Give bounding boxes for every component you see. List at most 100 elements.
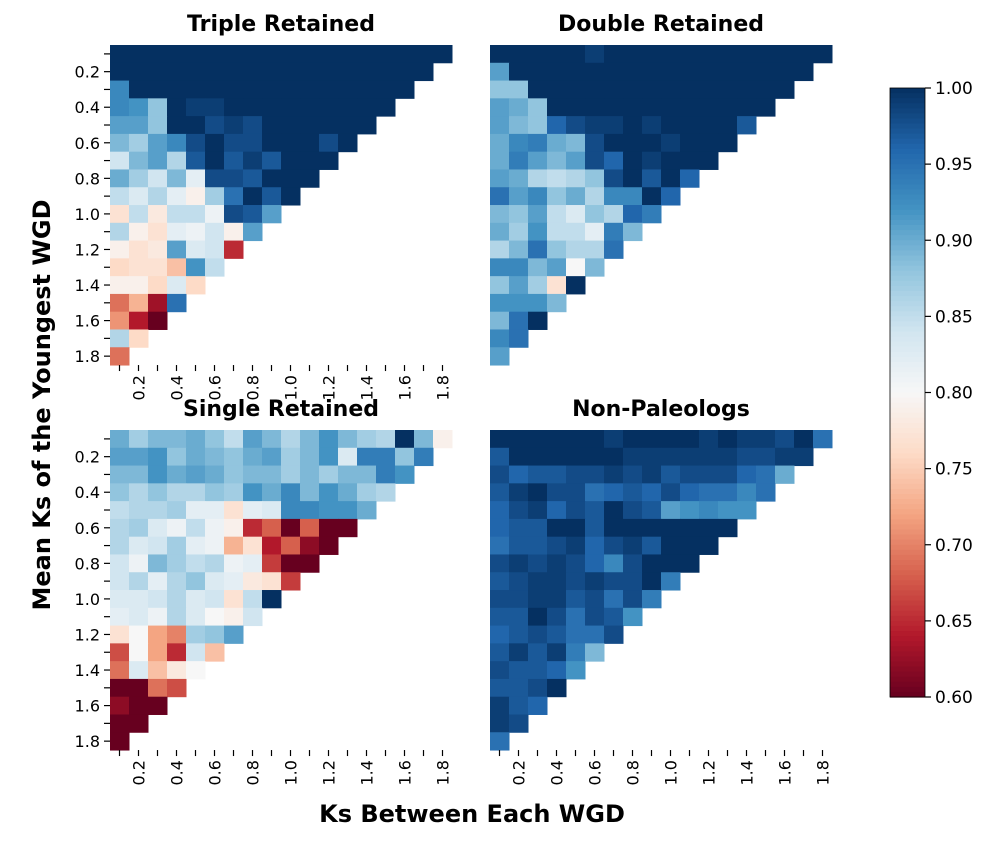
heatmap-cell	[129, 62, 149, 82]
heatmap-cell	[243, 572, 263, 591]
colorbar-tick-label: 0.60	[935, 688, 973, 708]
x-tick-label: 0.8	[244, 760, 263, 785]
heatmap-cell	[775, 447, 795, 467]
heatmap-cell	[186, 169, 206, 188]
heatmap-cell	[300, 447, 320, 467]
heatmap-cell	[699, 45, 719, 64]
heatmap-cell	[775, 80, 795, 99]
heatmap-cell	[205, 643, 225, 662]
heatmap-cell	[566, 98, 586, 117]
heatmap-cell	[148, 80, 168, 99]
heatmap-cell	[585, 554, 605, 573]
x-tick-label: 1.0	[662, 760, 681, 785]
heatmap-cell	[490, 572, 510, 591]
heatmap-cell	[148, 518, 168, 538]
heatmap-cell	[661, 133, 681, 153]
heatmap-cell	[490, 643, 510, 662]
heatmap-cell	[623, 572, 643, 591]
heatmap-cell	[167, 430, 187, 449]
heatmap-cell	[300, 62, 320, 82]
heatmap-cell	[737, 62, 757, 82]
heatmap-cell	[547, 678, 567, 698]
heatmap-cell	[585, 536, 605, 555]
heatmap-cell	[205, 116, 225, 135]
colorbar-segment	[890, 453, 925, 460]
heatmap-cell	[224, 430, 244, 449]
colorbar-segment	[890, 204, 925, 211]
colorbar-tick-label: 0.90	[935, 231, 973, 251]
colorbar-segment	[890, 113, 925, 120]
heatmap-cell	[338, 518, 358, 538]
heatmap-cell	[585, 607, 605, 627]
heatmap-cell	[262, 483, 282, 502]
heatmap-cell	[129, 536, 149, 555]
colorbar-segment	[890, 331, 925, 338]
colorbar-segment	[890, 372, 925, 378]
heatmap-cell	[243, 62, 263, 82]
heatmap-cell	[490, 347, 510, 366]
panel-title: Double Retained	[558, 12, 764, 37]
colorbar-segment	[890, 499, 925, 505]
heatmap-cell	[357, 98, 377, 117]
heatmap-cell	[148, 45, 168, 64]
heatmap-cell	[186, 62, 206, 82]
heatmap-cell	[490, 80, 510, 99]
heatmap-cell	[528, 62, 548, 82]
heatmap-cell	[376, 80, 396, 99]
heatmap-cell	[205, 80, 225, 99]
heatmap-cell	[205, 205, 225, 224]
heatmap-cell	[661, 80, 681, 99]
heatmap-cell	[794, 447, 814, 467]
heatmap-cell	[110, 116, 130, 135]
heatmap-panel: Triple Retained 0.2 0.4 0.6 0.8 1.0 1.2 1.4 1.6 1…	[75, 12, 453, 400]
heatmap-cell	[566, 133, 586, 153]
colorbar-segment	[890, 123, 925, 130]
heatmap-cell	[281, 80, 301, 99]
colorbar-segment	[890, 580, 925, 586]
heatmap-cell	[566, 222, 586, 242]
colorbar-segment	[890, 326, 925, 333]
heatmap-cell	[395, 62, 415, 82]
colorbar-segment	[890, 219, 925, 226]
heatmap-cell	[148, 62, 168, 82]
heatmap-cell	[680, 45, 700, 64]
heatmap-cell	[642, 169, 662, 188]
heatmap-cell	[528, 696, 548, 715]
heatmap-cell	[528, 169, 548, 188]
colorbar-segment	[890, 529, 925, 536]
colorbar-segment	[890, 681, 925, 688]
heatmap-cell	[699, 465, 719, 484]
x-tick-label: 0.6	[586, 760, 605, 785]
heatmap-cell	[205, 501, 225, 520]
heatmap-cell	[110, 696, 130, 715]
heatmap-cell	[737, 98, 757, 117]
heatmap-cell	[680, 501, 700, 520]
heatmap-cell	[528, 536, 548, 555]
colorbar-segment	[890, 341, 925, 348]
heatmap-cell	[509, 187, 529, 206]
heatmap-cell	[623, 62, 643, 82]
y-axis-label: Mean Ks of the Youngest WGD	[28, 199, 56, 610]
heatmap-cell	[186, 554, 206, 573]
heatmap-cell	[661, 536, 681, 555]
heatmap-cell	[205, 430, 225, 449]
colorbar-segment	[890, 402, 925, 409]
heatmap-cell	[566, 169, 586, 188]
heatmap-cell	[300, 554, 320, 573]
heatmap-cell	[585, 483, 605, 502]
heatmap-cell	[642, 151, 662, 170]
colorbar-tick-label: 1.00	[935, 79, 973, 99]
heatmap-cell	[585, 572, 605, 591]
heatmap-cell	[262, 80, 282, 99]
heatmap-cell	[642, 45, 662, 64]
heatmap-cell	[547, 430, 567, 449]
heatmap-cell	[585, 187, 605, 206]
heatmap-cell	[623, 222, 643, 242]
heatmap-cell	[110, 133, 130, 153]
heatmap-cell	[281, 116, 301, 135]
heatmap-cell	[566, 501, 586, 520]
heatmap-cell	[167, 483, 187, 502]
colorbar-segment	[890, 478, 925, 485]
heatmap-cell	[585, 205, 605, 224]
colorbar-segment	[890, 230, 925, 236]
